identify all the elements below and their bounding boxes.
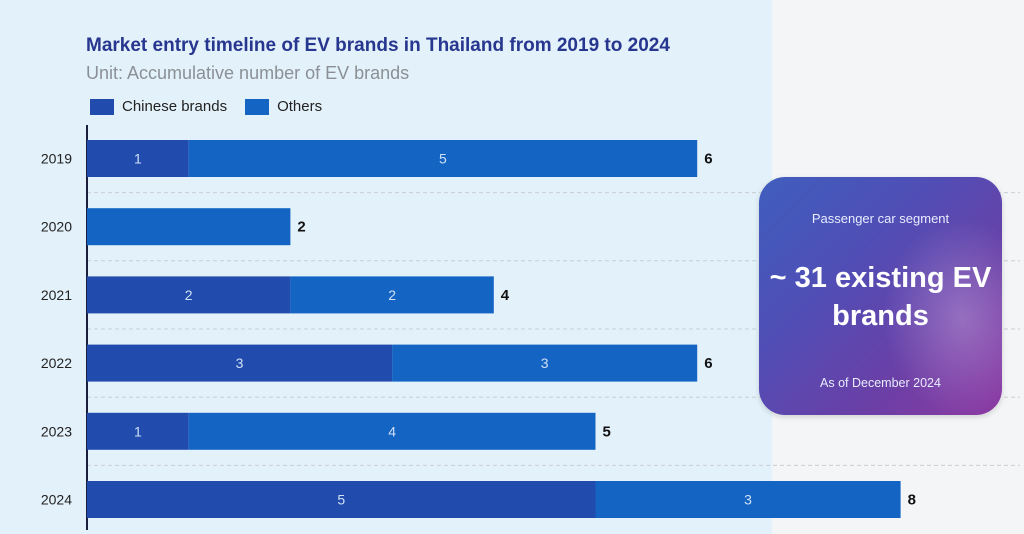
callout-date: As of December 2024 bbox=[820, 376, 941, 390]
bar-segment-chinese bbox=[87, 481, 596, 518]
bar-total-label: 8 bbox=[908, 492, 916, 509]
bar-segment-label: 2 bbox=[388, 287, 396, 303]
legend-label-others: Others bbox=[277, 98, 323, 115]
bar-total-label: 4 bbox=[501, 287, 510, 304]
bar-segment-label: 2 bbox=[185, 287, 193, 303]
bar-segment-label: 5 bbox=[337, 492, 345, 508]
callout-headline: ~ 31 existing EV brands bbox=[769, 262, 992, 332]
legend-item-chinese: Chinese brands bbox=[90, 98, 227, 115]
y-tick-label: 2020 bbox=[41, 219, 72, 235]
bar-total-label: 6 bbox=[704, 355, 712, 372]
legend: Chinese brands Others bbox=[90, 98, 340, 115]
bar-segment-others bbox=[595, 481, 901, 518]
bar-segment-others bbox=[392, 344, 698, 382]
bar-segment-others bbox=[87, 208, 291, 246]
bar-segment-label: 4 bbox=[388, 423, 396, 439]
bar-segment-chinese bbox=[87, 140, 189, 177]
y-tick-label: 2023 bbox=[41, 423, 72, 439]
legend-swatch-others bbox=[245, 98, 270, 115]
y-tick-label: 2019 bbox=[41, 151, 72, 167]
bar-segment-others bbox=[290, 276, 494, 314]
bar-segment-label: 3 bbox=[744, 492, 752, 508]
legend-item-others: Others bbox=[245, 98, 322, 115]
bar-total-label: 2 bbox=[297, 219, 305, 236]
bar-segment-label: 3 bbox=[541, 355, 549, 371]
bar-segment-others bbox=[188, 140, 698, 177]
chart-subtitle: Unit: Accumulative number of EV brands bbox=[86, 63, 410, 83]
bar-segment-label: 3 bbox=[236, 355, 244, 371]
bar-segment-chinese bbox=[87, 276, 291, 314]
bar-segment-label: 1 bbox=[134, 151, 142, 167]
bar-segment-chinese bbox=[87, 412, 189, 450]
y-tick-label: 2021 bbox=[41, 287, 72, 303]
chart-title: Market entry timeline of EV brands in Th… bbox=[86, 35, 670, 56]
callout-segment-label: Passenger car segment bbox=[811, 211, 950, 226]
legend-swatch-chinese bbox=[90, 98, 114, 115]
bar-segment-others bbox=[188, 412, 596, 450]
bar-segment-label: 5 bbox=[439, 151, 447, 167]
bar-segment-chinese bbox=[87, 344, 393, 382]
ev-brands-callout: Passenger car segment ~ 31 existing EV b… bbox=[759, 177, 1002, 415]
y-tick-label: 2022 bbox=[41, 355, 72, 371]
y-tick-label: 2024 bbox=[41, 492, 72, 508]
bar-total-label: 5 bbox=[603, 423, 611, 440]
legend-label-chinese: Chinese brands bbox=[122, 98, 228, 115]
callout-background-graphic bbox=[882, 217, 1002, 415]
bar-segment-label: 1 bbox=[134, 423, 142, 439]
bar-total-label: 6 bbox=[704, 151, 712, 168]
